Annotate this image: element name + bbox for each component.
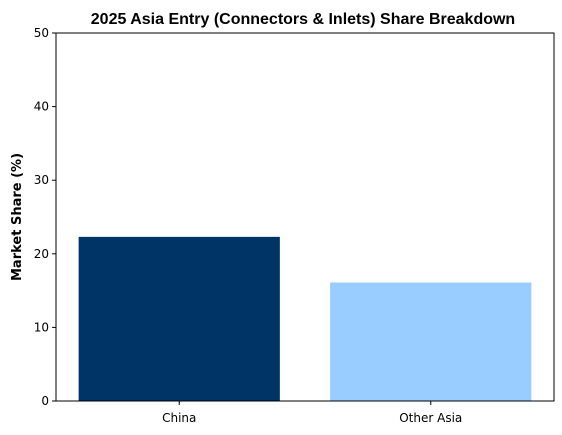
x-tick-label: China [162,411,196,425]
chart-title: 2025 Asia Entry (Connectors & Inlets) Sh… [91,11,515,28]
y-tick-label: 40 [34,100,49,114]
x-axis-ticks: China Other Asia [162,401,462,425]
bar-other-asia [330,282,532,401]
bars-group [78,236,532,401]
y-tick-label: 10 [34,320,49,334]
bar-china [78,236,280,401]
y-tick-label: 0 [41,394,49,408]
y-axis-label: Market Share (%) [10,153,25,281]
y-tick-label: 50 [34,26,49,40]
y-tick-label: 30 [34,173,49,187]
x-tick-label: Other Asia [399,411,462,425]
plot-area-frame [55,32,555,402]
y-axis-ticks: 0 10 20 30 40 50 [34,26,56,408]
y-tick-label: 20 [34,247,49,261]
